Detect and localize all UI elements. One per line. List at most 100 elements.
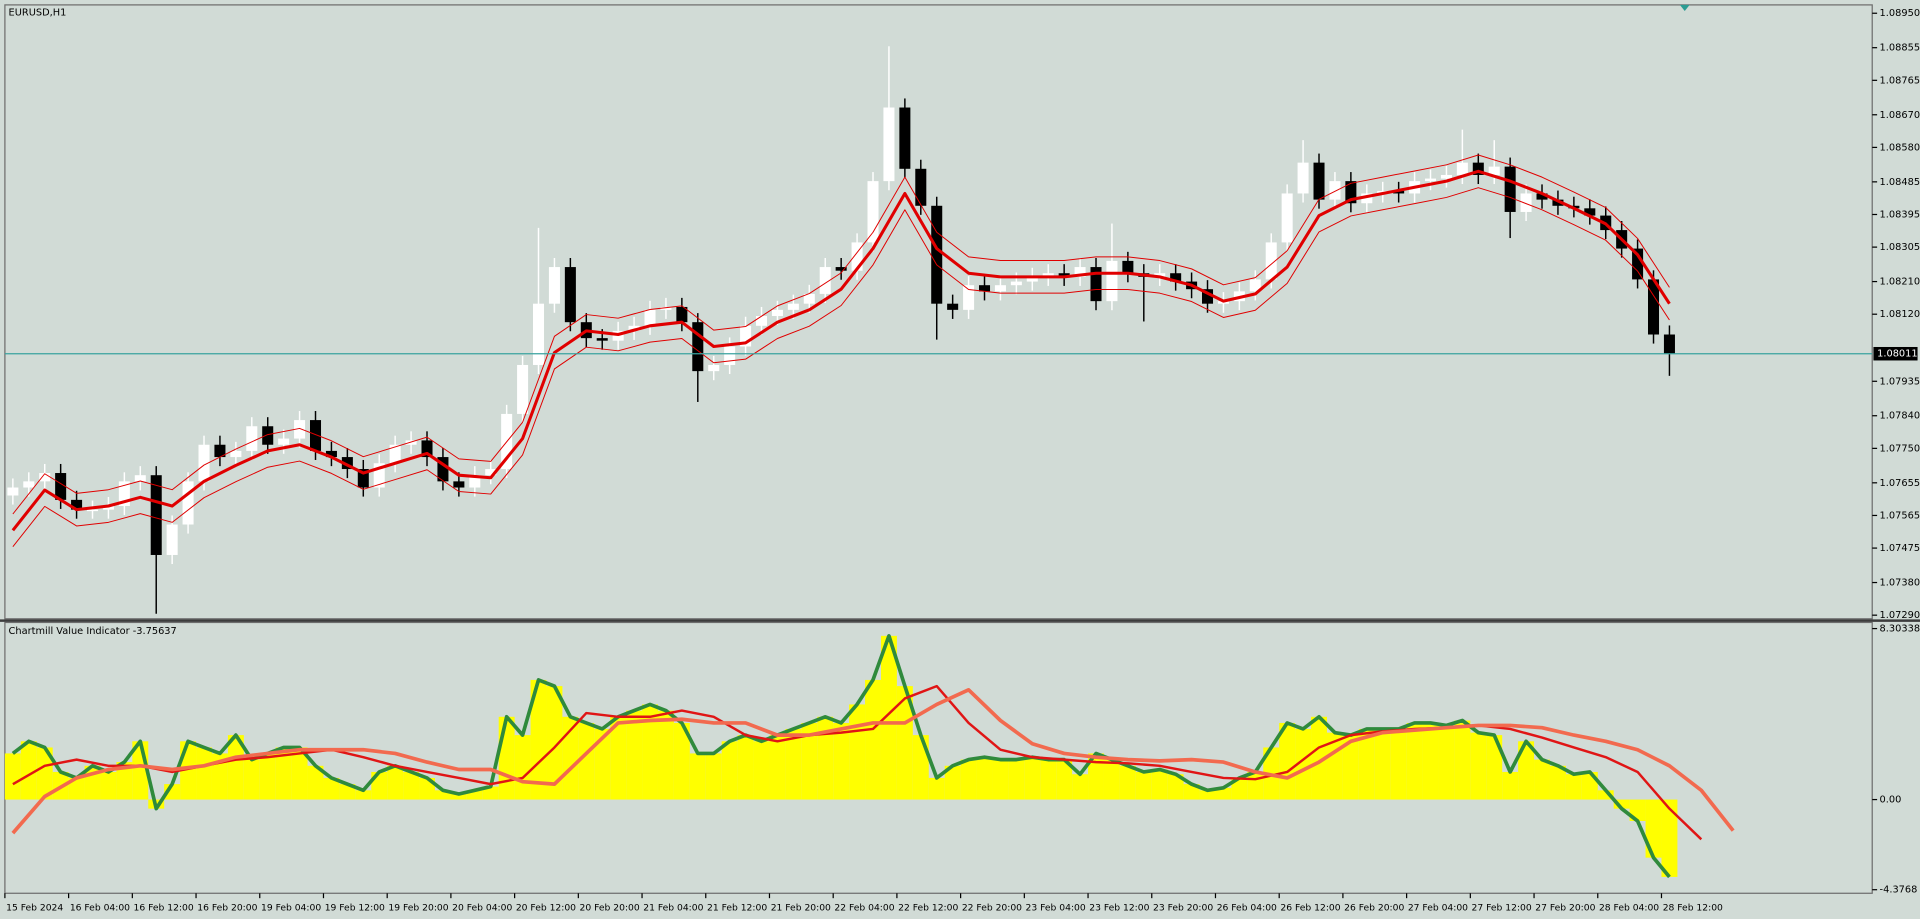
histogram-bar xyxy=(1502,771,1519,800)
y-tick-label: 8.30338 xyxy=(1880,624,1920,635)
candle-body xyxy=(1520,193,1532,212)
candle-body xyxy=(102,506,114,510)
candle-body xyxy=(246,426,258,451)
x-tick-label: 26 Feb 20:00 xyxy=(1344,902,1404,913)
y-tick-label: 1.07840 xyxy=(1880,411,1920,422)
histogram-bar xyxy=(896,686,913,800)
histogram-bar xyxy=(1549,765,1566,800)
y-tick-label: -4.3768 xyxy=(1880,885,1918,896)
histogram-bar xyxy=(1279,722,1296,800)
candle-body xyxy=(453,481,465,488)
candle-body xyxy=(1504,166,1516,212)
histogram-bar xyxy=(1215,787,1232,800)
candle-body xyxy=(1042,273,1054,277)
x-tick-label: 23 Feb 12:00 xyxy=(1089,902,1149,913)
y-tick-label: 1.08210 xyxy=(1880,277,1920,288)
histogram-bar xyxy=(211,753,228,800)
x-tick-label: 28 Feb 12:00 xyxy=(1663,902,1723,913)
candle-body xyxy=(915,168,927,206)
candle-body xyxy=(150,475,162,555)
histogram-bar xyxy=(68,777,85,800)
histogram-bar xyxy=(259,753,276,800)
histogram-bar xyxy=(530,679,547,800)
candle-body xyxy=(1122,260,1134,274)
candle-body xyxy=(1265,242,1277,280)
indicator-title: Chartmill Value Indicator -3.75637 xyxy=(9,626,177,637)
x-tick-label: 20 Feb 20:00 xyxy=(580,902,640,913)
y-tick-label: 1.07290 xyxy=(1880,610,1920,621)
candle-body xyxy=(71,499,83,510)
histogram-bar xyxy=(323,777,340,800)
y-tick-label: 1.08855 xyxy=(1880,43,1920,54)
histogram-bar xyxy=(1565,774,1582,800)
histogram-bar xyxy=(514,735,531,800)
y-tick-label: 1.08765 xyxy=(1880,75,1920,86)
y-tick-label: 1.08120 xyxy=(1880,309,1920,320)
histogram-bar xyxy=(880,635,897,800)
y-tick-label: 1.08305 xyxy=(1880,242,1920,253)
x-tick-label: 21 Feb 04:00 xyxy=(643,902,703,913)
x-tick-label: 22 Feb 12:00 xyxy=(898,902,958,913)
histogram-bar xyxy=(1040,759,1057,800)
candle-body xyxy=(771,309,783,317)
y-tick-label: 1.07655 xyxy=(1880,478,1920,489)
histogram-bar xyxy=(1119,765,1136,800)
y-tick-label: 1.07475 xyxy=(1880,543,1920,554)
histogram-bar xyxy=(753,741,770,800)
histogram-bar xyxy=(721,741,738,800)
histogram-bar xyxy=(562,716,579,800)
candle-body xyxy=(819,267,831,294)
histogram-bar xyxy=(1645,799,1662,858)
x-tick-label: 23 Feb 20:00 xyxy=(1153,902,1213,913)
main-title: EURUSD,H1 xyxy=(9,7,67,18)
histogram-bar xyxy=(1518,741,1535,800)
candle-body xyxy=(931,205,943,304)
y-tick-label: 1.08485 xyxy=(1880,177,1920,188)
candle-body xyxy=(198,444,210,482)
candle-body xyxy=(724,346,736,365)
candle-body xyxy=(963,285,975,310)
y-tick-label: 1.08580 xyxy=(1880,142,1920,153)
y-tick-label: 0.00 xyxy=(1880,795,1902,806)
histogram-bar xyxy=(944,765,961,800)
histogram-bar xyxy=(387,765,404,800)
candle-body xyxy=(1249,279,1261,292)
candle-body xyxy=(1456,162,1468,175)
candle-body xyxy=(1170,273,1182,282)
histogram-bar xyxy=(1008,759,1025,800)
y-tick-label: 1.08950 xyxy=(1880,8,1920,19)
histogram-bar xyxy=(1661,799,1678,877)
x-tick-label: 20 Feb 12:00 xyxy=(516,902,576,913)
candle-body xyxy=(978,285,991,292)
candle-body xyxy=(1632,248,1644,280)
candle-body xyxy=(230,450,242,458)
candle-body xyxy=(373,463,385,488)
histogram-bar xyxy=(626,710,643,800)
candle-body xyxy=(755,316,768,326)
x-tick-label: 28 Feb 04:00 xyxy=(1599,902,1659,913)
candle-body xyxy=(182,481,194,525)
histogram-bar xyxy=(100,771,117,800)
histogram-bar xyxy=(1167,774,1184,800)
candle-body xyxy=(469,475,481,488)
x-tick-label: 19 Feb 04:00 xyxy=(261,902,321,913)
candle-body xyxy=(1440,174,1452,179)
histogram-bar xyxy=(291,747,308,800)
histogram-bar xyxy=(1534,759,1550,800)
candle-body xyxy=(994,285,1006,292)
x-tick-label: 21 Feb 20:00 xyxy=(771,902,831,913)
x-tick-label: 20 Feb 04:00 xyxy=(452,902,512,913)
histogram-bar xyxy=(689,753,706,800)
x-tick-label: 26 Feb 12:00 xyxy=(1280,902,1340,913)
candle-body xyxy=(1663,334,1675,354)
candle-body xyxy=(708,364,720,372)
candle-body xyxy=(357,469,369,488)
x-tick-label: 23 Feb 04:00 xyxy=(1026,902,1086,913)
histogram-bar xyxy=(546,686,563,800)
candle-body xyxy=(325,450,337,458)
histogram-bar xyxy=(1103,759,1120,800)
candle-body xyxy=(1424,178,1437,182)
x-tick-label: 19 Feb 20:00 xyxy=(388,902,448,913)
x-tick-label: 22 Feb 20:00 xyxy=(962,902,1022,913)
